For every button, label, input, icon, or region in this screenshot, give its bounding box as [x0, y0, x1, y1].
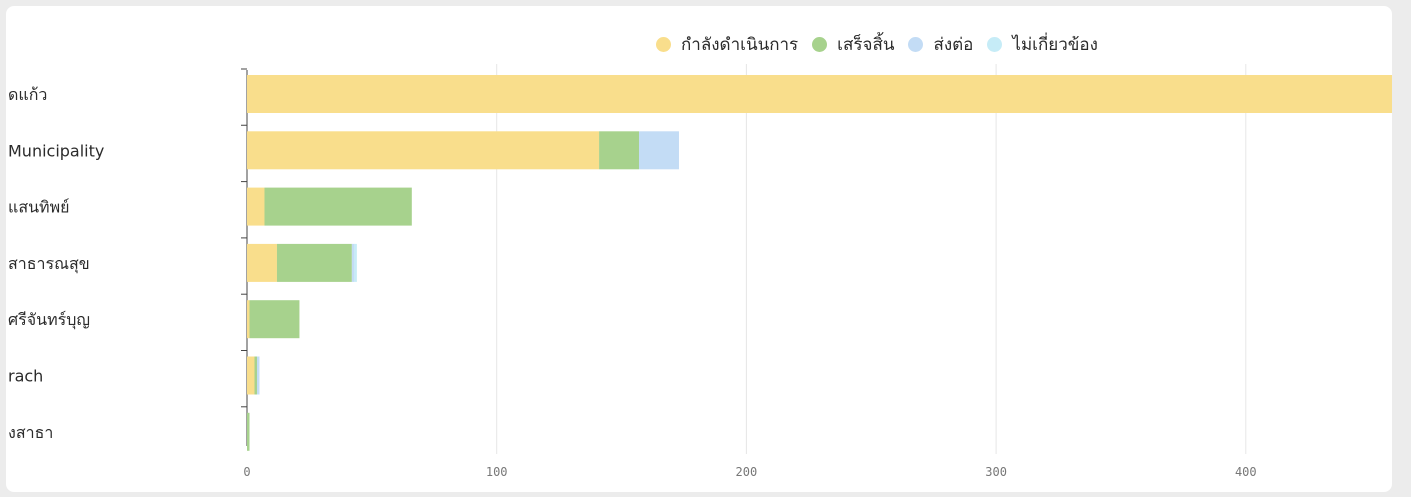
legend-label-in-progress: กำลังดำเนินการ [681, 34, 799, 55]
bar-segment [639, 131, 679, 170]
y-category-label: งสาธา [8, 423, 53, 442]
x-tick-label: 400 [1235, 465, 1257, 479]
bar-segment [247, 131, 600, 170]
bar-chart: 0 100 200 300 400 ดแก้ว Municipality แสนทิพย์สา… [8, 64, 1392, 479]
x-tick-label: 0 [243, 465, 250, 479]
legend-label-completed: เสร็จสิ้น [837, 34, 895, 55]
y-category-label: ศรีจันทร์บุญ [8, 310, 90, 330]
legend-swatch-forwarded [908, 36, 924, 52]
bar-segment [256, 356, 260, 395]
y-category-label: สาธารณสุข [8, 254, 90, 274]
bar-segment [254, 356, 257, 395]
legend-swatch-completed [812, 36, 828, 52]
bar-segment [599, 131, 640, 170]
bar-segment [264, 187, 412, 226]
x-tick-label: 200 [736, 465, 758, 479]
bar-segment [276, 243, 352, 282]
bar-segment [247, 412, 250, 451]
chart-card: กำลังดำเนินการ เสร็จสิ้น ส่งต่อ ไม่เกี่ย… [6, 6, 1392, 492]
legend-label-not-related: ไม่เกี่ยวข้อง [1012, 34, 1098, 55]
x-tick-label: 100 [486, 465, 508, 479]
y-category-label: Municipality [8, 141, 104, 160]
bar-segment [247, 243, 277, 282]
bar-segment [351, 243, 355, 282]
y-category-label: rach [8, 367, 43, 386]
y-category-label: ดแก้ว [8, 85, 47, 104]
bar-segment [247, 187, 265, 226]
bar-segment [247, 300, 250, 339]
bar-segment [354, 243, 357, 282]
legend-item-completed[interactable]: เสร็จสิ้น [812, 31, 894, 58]
legend-item-forwarded[interactable]: ส่งต่อ [908, 31, 973, 58]
chart-legend: กำลังดำเนินการ เสร็จสิ้น ส่งต่อ ไม่เกี่ย… [656, 30, 1112, 58]
legend-item-not-related[interactable]: ไม่เกี่ยวข้อง [987, 31, 1098, 58]
legend-swatch-in-progress [656, 36, 671, 52]
bar-segment [247, 75, 1392, 113]
bar-segment [249, 300, 300, 339]
legend-swatch-not-related [987, 36, 1003, 52]
bar-segment [247, 356, 255, 395]
y-category-label: แสนทิพย์ [8, 198, 69, 217]
legend-label-forwarded: ส่งต่อ [933, 34, 974, 55]
x-tick-label: 300 [985, 465, 1007, 479]
legend-item-in-progress[interactable]: กำลังดำเนินการ [656, 31, 798, 58]
